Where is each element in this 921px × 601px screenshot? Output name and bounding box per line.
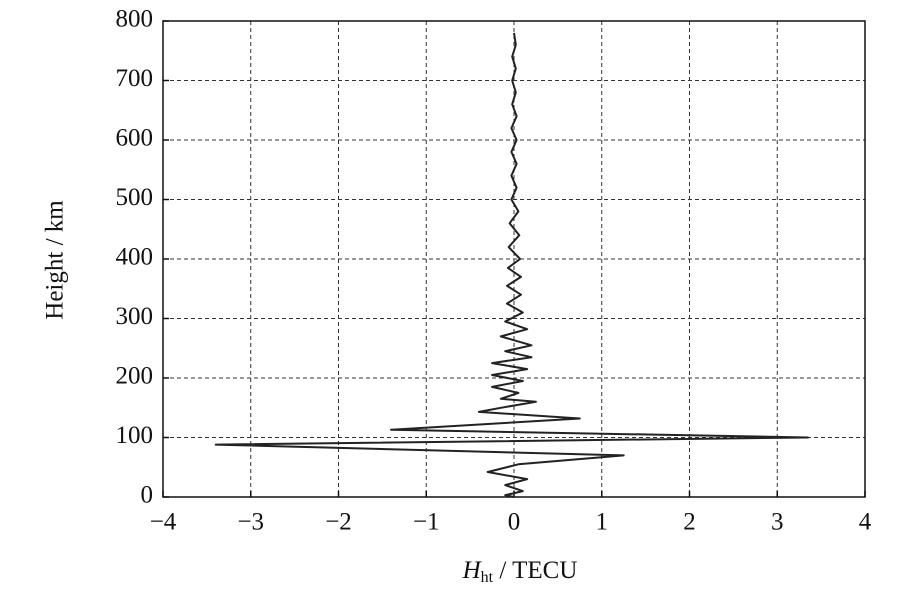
y-tick-label: 100 [116, 422, 154, 449]
x-tick-label: 4 [859, 509, 872, 536]
x-tick-label: 1 [596, 509, 609, 536]
data-line [214, 32, 809, 498]
x-tick-label: 2 [683, 509, 696, 536]
x-label-symbol: H [462, 557, 483, 584]
y-tick-label: 0 [141, 482, 154, 509]
x-tick-label: −4 [150, 509, 177, 536]
y-tick-label: 300 [116, 303, 154, 330]
y-tick-label: 500 [116, 184, 154, 211]
x-tick-label: 0 [508, 509, 521, 536]
y-tick-label: 600 [116, 125, 154, 152]
x-axis-label: Hht / TECU [462, 557, 578, 586]
x-tick-label: −1 [413, 509, 440, 536]
x-label-subscript: ht [481, 569, 494, 586]
x-tick-label: −3 [237, 509, 264, 536]
y-axis-label: Height / km [42, 200, 69, 320]
y-tick-label: 800 [116, 6, 154, 33]
x-tick-label: −2 [325, 509, 352, 536]
x-tick-label: 3 [771, 509, 784, 536]
y-tick-label: 400 [116, 244, 154, 271]
x-label-unit: / TECU [493, 557, 577, 584]
y-tick-label: 200 [116, 363, 154, 390]
y-tick-label: 700 [116, 65, 154, 92]
